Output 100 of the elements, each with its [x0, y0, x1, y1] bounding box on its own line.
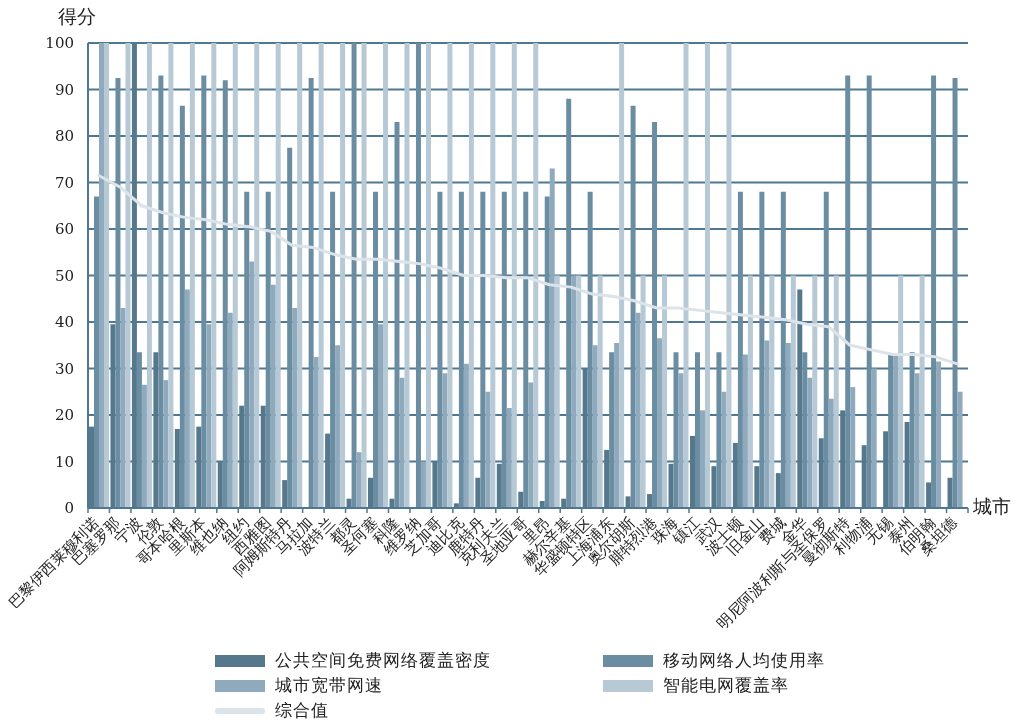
bar [318, 43, 324, 508]
bar [265, 191, 271, 508]
bar [571, 275, 577, 508]
bar [850, 387, 856, 508]
legend-label: 移动网络人均使用率 [663, 649, 825, 672]
bar [297, 43, 303, 508]
bar [828, 398, 834, 508]
y-tick-label: 90 [54, 80, 74, 99]
bar [420, 461, 426, 508]
bar [275, 43, 281, 508]
bar [158, 75, 164, 508]
bar [378, 324, 384, 508]
bar [635, 312, 641, 508]
bar [222, 80, 228, 508]
y-tick-label: 100 [45, 34, 74, 53]
bar [790, 275, 796, 508]
bar [136, 352, 142, 508]
bar [652, 122, 658, 508]
bar [179, 105, 185, 508]
bar [501, 191, 507, 508]
bar [716, 352, 722, 508]
bar [914, 373, 920, 508]
legend-label: 综合值 [275, 699, 329, 722]
bar [614, 342, 620, 508]
bar [528, 382, 534, 508]
bar [833, 275, 839, 508]
bar [351, 43, 357, 508]
bar [511, 43, 517, 508]
bar [673, 352, 679, 508]
bar [447, 43, 453, 508]
bar [597, 275, 603, 508]
bar [823, 191, 829, 508]
bar [211, 43, 217, 508]
bar [227, 312, 233, 508]
bar [533, 43, 539, 508]
y-tick-label: 0 [64, 499, 74, 518]
bar [742, 354, 748, 508]
bar [125, 43, 131, 508]
y-tick-label: 40 [54, 313, 74, 332]
bar [931, 75, 937, 508]
bar [94, 196, 99, 508]
y-tick-label: 30 [54, 359, 74, 378]
bar [619, 43, 625, 508]
bar [785, 342, 791, 508]
bar [415, 43, 421, 508]
legend-label: 公共空间免费网络覆盖密度 [275, 649, 491, 672]
bar [201, 75, 207, 508]
bar [163, 380, 169, 508]
y-tick-label: 10 [54, 452, 74, 471]
y-tick-label: 80 [54, 127, 74, 146]
bar [866, 75, 872, 508]
bar [936, 361, 942, 508]
bar [115, 77, 121, 508]
bar [769, 275, 775, 508]
bar [292, 308, 298, 508]
bar [141, 384, 147, 508]
bar [576, 275, 582, 508]
bar [506, 408, 512, 508]
bar [340, 43, 346, 508]
bar [308, 77, 314, 508]
legend-label: 智能电网覆盖率 [663, 674, 789, 697]
bar [747, 275, 753, 508]
bar [726, 43, 732, 508]
bar [399, 377, 405, 508]
bar [120, 308, 126, 508]
bar [189, 43, 195, 508]
bar [764, 340, 770, 508]
bar [737, 191, 743, 508]
bar [463, 363, 469, 508]
bar [425, 43, 431, 508]
bar [609, 352, 615, 508]
y-axis-title: 得分 [58, 4, 96, 29]
bar [458, 191, 464, 508]
bar [468, 43, 474, 508]
y-tick-label: 70 [54, 173, 74, 192]
bar [549, 168, 555, 508]
bar [442, 373, 448, 508]
bar [335, 345, 341, 508]
bar [566, 98, 572, 508]
bar [630, 105, 636, 508]
bar [404, 43, 410, 508]
bar [780, 191, 786, 508]
bar [394, 122, 400, 508]
x-axis-title: 城市 [973, 494, 1011, 519]
bar [99, 43, 104, 508]
bar [678, 373, 684, 508]
bar [694, 352, 700, 508]
bar [807, 377, 813, 508]
legend-label: 城市宽带网速 [275, 674, 383, 697]
bar [893, 354, 899, 508]
bar [146, 43, 152, 508]
bar [919, 275, 925, 508]
bar [662, 275, 668, 508]
bar [957, 391, 963, 508]
bar [812, 275, 818, 508]
bar [657, 338, 663, 508]
bar [554, 275, 560, 508]
bar [909, 352, 915, 508]
bar [490, 43, 496, 508]
bar [249, 261, 255, 508]
